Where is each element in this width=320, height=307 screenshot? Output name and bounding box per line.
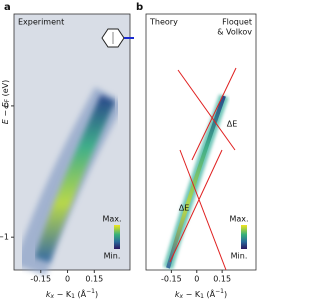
x-tick-label: 0.15	[85, 275, 103, 284]
label-part: (Å	[204, 288, 216, 299]
x-tick-label: 0	[194, 275, 199, 284]
colorbar-label: Max.	[229, 215, 248, 224]
label-part: x	[179, 293, 184, 300]
label-part: (Å	[75, 288, 87, 299]
label-part: )	[95, 290, 98, 299]
panel-label: b	[136, 2, 143, 13]
label-part: (eV)	[1, 80, 10, 99]
panel-subtitle: Floquet	[222, 18, 252, 27]
label-part: k	[175, 290, 180, 299]
x-axis-label: kx − K1 (Å−1)	[175, 288, 227, 300]
label-part: − K	[183, 290, 201, 299]
floquet-lines	[169, 67, 237, 271]
colorbar-label: Max.	[102, 215, 121, 224]
label-part: F	[4, 98, 11, 102]
panel-title: Experiment	[18, 18, 64, 27]
x-tick-label: 0	[65, 275, 70, 284]
label-part: E − E	[1, 101, 10, 124]
label-part: 1	[71, 293, 75, 300]
colorbar-label: Min.	[104, 252, 121, 261]
label-part: −1	[215, 288, 224, 295]
label-part: 1	[200, 293, 204, 300]
y-tick-label: 0	[4, 101, 9, 110]
colorbar-label: Min.	[231, 252, 248, 261]
x-axis-label: kx − K1 (Å−1)	[46, 288, 98, 300]
annotation: ΔE	[179, 204, 190, 213]
x-tick-label: -0.15	[161, 275, 182, 284]
colorbar	[241, 225, 247, 249]
label-part: − K	[54, 290, 72, 299]
y-axis-label: E − EF (eV)	[1, 80, 11, 125]
band-core	[166, 95, 226, 269]
y-tick-label: −1	[0, 233, 9, 242]
panel-title: Theory	[149, 18, 178, 27]
band-streak	[34, 94, 116, 263]
colorbar	[114, 225, 120, 249]
x-tick-label: 0.15	[213, 275, 231, 284]
panel-subtitle: & Volkov	[217, 28, 252, 37]
x-tick-label: -0.15	[30, 275, 51, 284]
label-part: k	[46, 290, 51, 299]
panel-label: a	[4, 2, 11, 13]
label-part: )	[224, 290, 227, 299]
label-part: −1	[86, 288, 95, 295]
annotation: ΔE	[227, 120, 238, 129]
label-part: x	[50, 293, 55, 300]
